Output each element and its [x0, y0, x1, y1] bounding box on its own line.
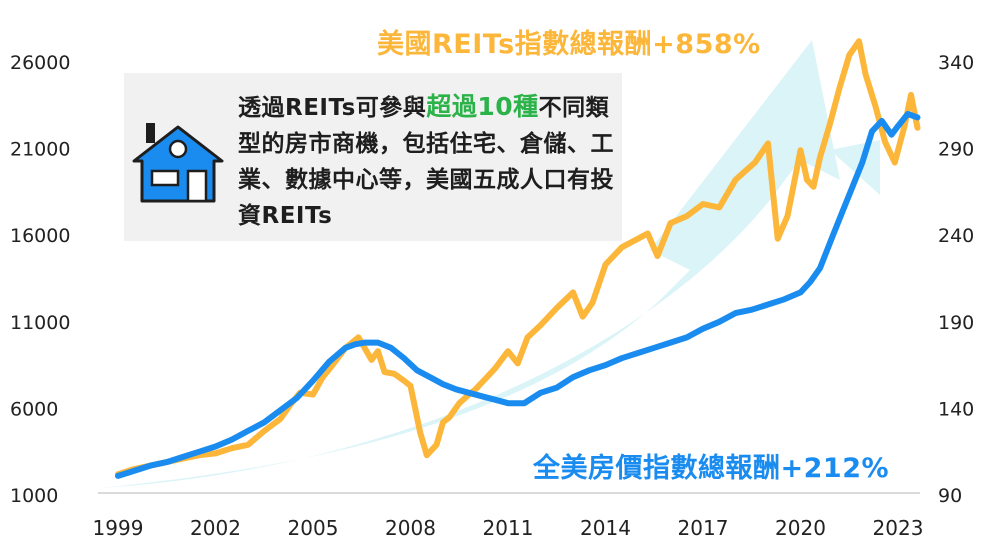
right-axis-tick-label: 140	[938, 398, 974, 420]
x-axis-ticks: 1999 2002 2005 2008 2011 2014 2017 2020 2023	[93, 516, 924, 540]
x-axis-tick-label: 2017	[678, 516, 729, 540]
left-axis-tick-label: 21000	[10, 139, 70, 161]
x-axis-tick-label: 2023	[873, 516, 924, 540]
left-axis-ticks: 1000 6000 11000 16000 21000 26000	[10, 52, 70, 507]
series-label-home: 全美房價指數總報酬+212%	[533, 453, 890, 484]
x-axis-tick-label: 2020	[775, 516, 826, 540]
left-axis-tick-label: 11000	[10, 312, 70, 334]
x-axis-tick-label: 2005	[288, 516, 339, 540]
right-axis-tick-label: 290	[938, 139, 974, 161]
left-axis-tick-label: 1000	[10, 485, 58, 507]
series-line-home	[115, 111, 921, 479]
left-axis-tick-label: 6000	[10, 398, 58, 420]
callout-text-part1: 透過REITs可參與	[238, 95, 427, 121]
series-label-reits: 美國REITs指數總報酬+858%	[377, 29, 761, 60]
house-icon	[132, 123, 224, 203]
growth-arrow-shape	[100, 40, 840, 488]
x-axis-tick-label: 2014	[580, 516, 631, 540]
x-axis-tick-label: 1999	[93, 516, 144, 540]
callout-highlight-b: 10種	[477, 92, 539, 121]
right-axis-tick-label: 340	[938, 52, 974, 74]
left-axis-tick-label: 26000	[10, 52, 70, 74]
x-axis-tick-label: 2008	[385, 516, 436, 540]
x-axis-tick-label: 2011	[483, 516, 534, 540]
right-axis-tick-label: 190	[938, 312, 974, 334]
right-axis-tick-label: 240	[938, 225, 974, 247]
right-axis-ticks: 90 140 190 240 290 340	[938, 52, 974, 507]
callout-text: 透過REITs可參與超過10種不同類型的房市商機，包括住宅、倉儲、工業、數據中心…	[238, 89, 618, 234]
right-axis-tick-label: 90	[938, 485, 962, 507]
x-axis-tick-label: 2002	[190, 516, 241, 540]
callout-box: 透過REITs可參與超過10種不同類型的房市商機，包括住宅、倉儲、工業、數據中心…	[124, 73, 622, 241]
left-axis-tick-label: 16000	[10, 225, 70, 247]
callout-text-part2: 不同類型的房市商機，包括住宅、倉儲、工業、數據中心等，美國五成人口有投資REIT…	[238, 95, 614, 229]
callout-highlight-a: 超過	[426, 92, 478, 121]
